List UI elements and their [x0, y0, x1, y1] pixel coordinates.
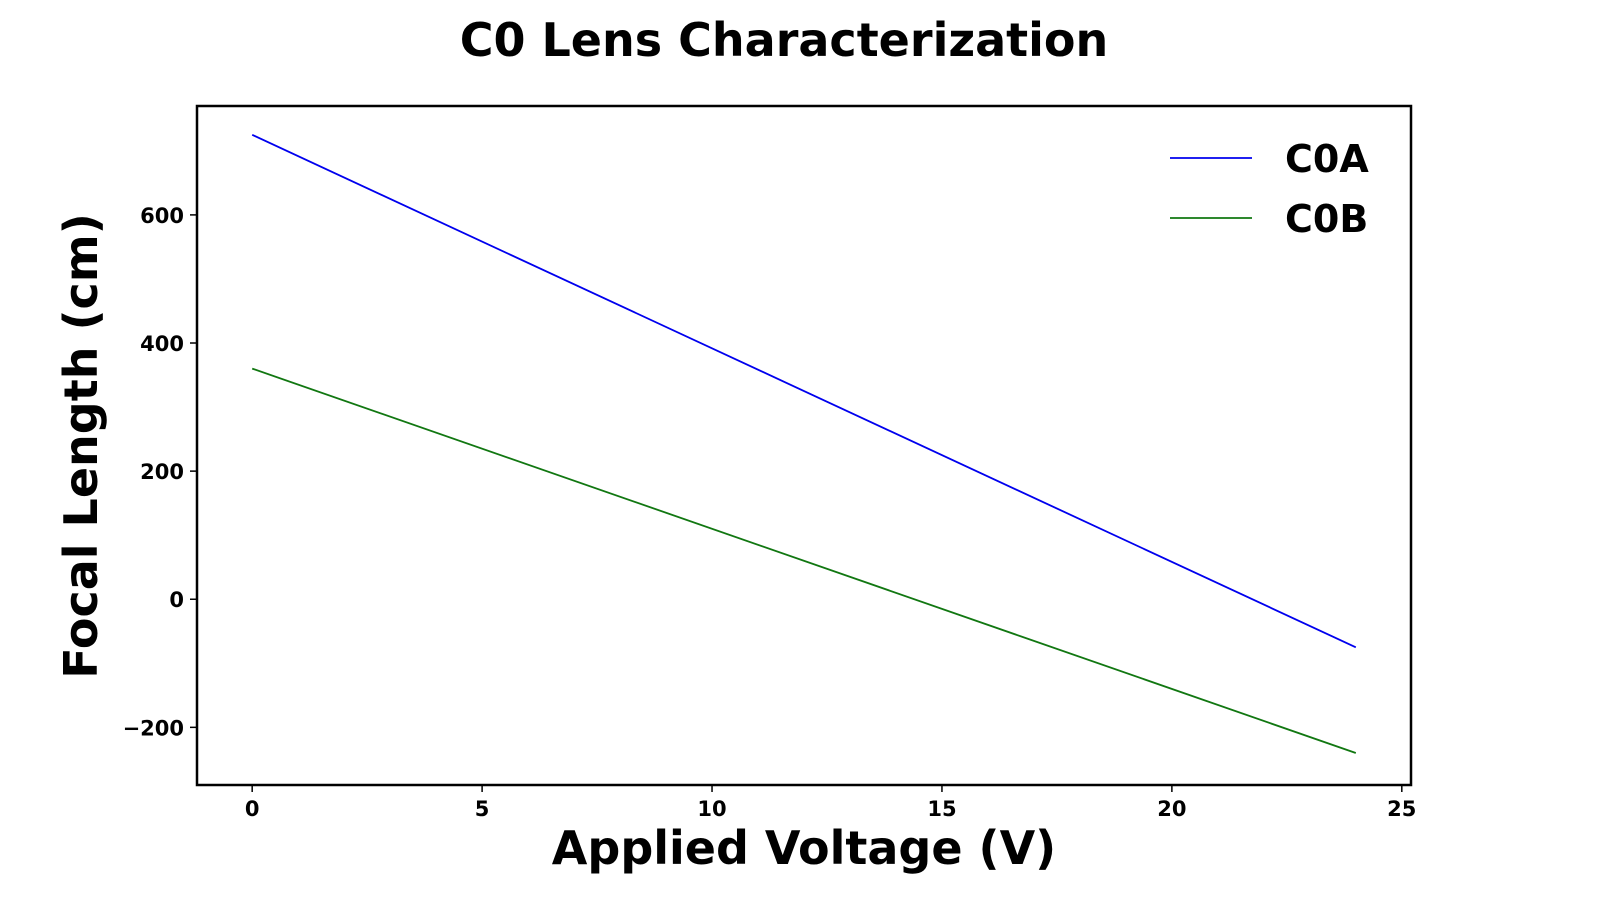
- y-tick-label: 0: [169, 588, 184, 612]
- y-tick-label: 200: [140, 460, 184, 484]
- chart-title: C0 Lens Characterization: [460, 13, 1109, 67]
- y-tick-label: 400: [140, 332, 184, 356]
- plot-frame: [195, 104, 1413, 787]
- x-tick-label: 15: [927, 797, 956, 821]
- x-tick-label: 5: [475, 797, 490, 821]
- x-axis-label: Applied Voltage (V): [552, 821, 1056, 875]
- series-lines: [251, 133, 1357, 754]
- ticks: 0 5 10 15 20 25 −200 0 200 400 600: [123, 204, 1417, 821]
- x-tick-label: 20: [1157, 797, 1186, 821]
- x-tick-label: 10: [697, 797, 726, 821]
- x-tick-label: 25: [1387, 797, 1416, 821]
- legend-label-c0a: C0A: [1285, 137, 1369, 181]
- series-line-c0b: [251, 367, 1357, 754]
- y-tick-label: 600: [140, 204, 184, 228]
- x-tick-label: 0: [245, 797, 260, 821]
- series-line-c0a: [251, 133, 1357, 649]
- legend-label-c0b: C0B: [1285, 197, 1368, 241]
- y-tick-label: −200: [123, 716, 184, 740]
- y-axis-label: Focal Length (cm): [54, 213, 108, 678]
